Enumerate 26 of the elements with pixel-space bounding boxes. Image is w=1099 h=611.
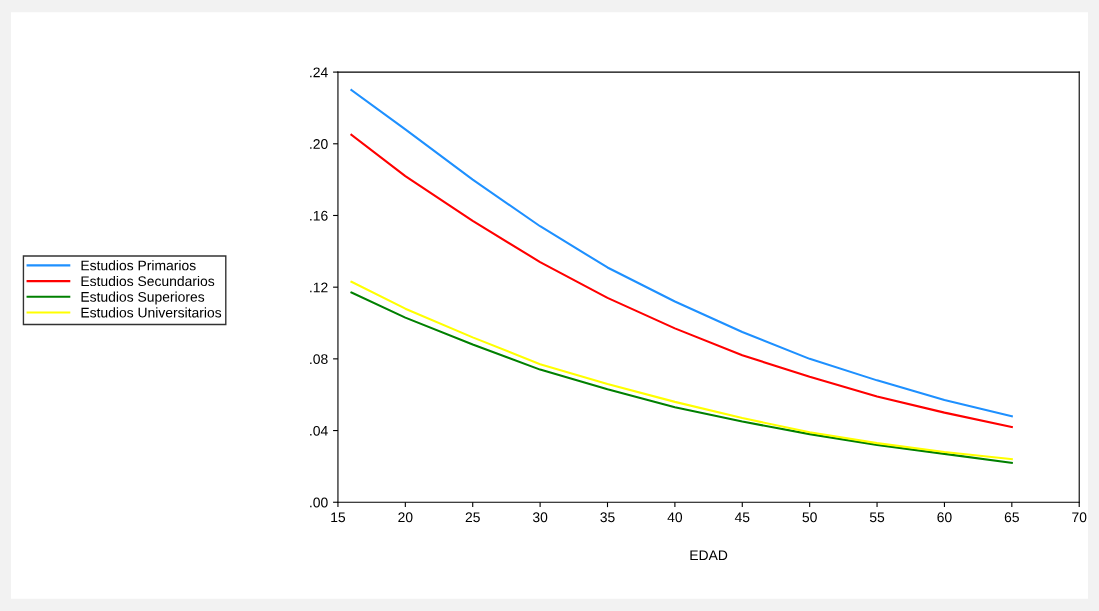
legend-label: Estudios Secundarios [81, 275, 215, 287]
legend-label: Estudios Superiores [81, 291, 205, 305]
x-tick-label: 70 [1072, 512, 1087, 523]
x-tick-label: 50 [802, 512, 817, 523]
line-series [350, 88, 1013, 418]
y-tick-label: .20 [310, 139, 328, 149]
y-tick-label: .24 [310, 67, 328, 78]
x-axis-title: EDAD [690, 550, 728, 560]
x-tick-label: 45 [734, 512, 750, 523]
y-tick-label: .04 [310, 425, 328, 436]
x-tick-label: 30 [532, 512, 548, 523]
line-series [350, 133, 1013, 429]
legend-label: Estudios Universitarios [81, 307, 222, 318]
y-tick-label: .12 [310, 282, 328, 293]
y-tick-label: .16 [310, 210, 328, 221]
x-tick-label: 25 [465, 512, 480, 523]
x-tick-label: 55 [869, 512, 885, 523]
x-tick-label: 20 [398, 512, 413, 523]
x-tick-label: 65 [1004, 512, 1019, 523]
x-tick-label: 35 [600, 512, 615, 523]
y-tick-label: .00 [310, 497, 328, 508]
x-tick-label: 40 [667, 512, 683, 523]
legend-label: Estudios Primarios [81, 260, 196, 271]
x-tick-label: 60 [937, 512, 952, 523]
x-tick-label: 15 [331, 512, 346, 523]
y-tick-label: .08 [310, 354, 328, 365]
